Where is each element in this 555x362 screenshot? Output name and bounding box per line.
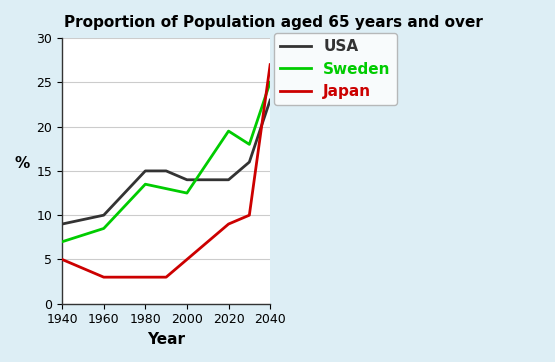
Sweden (59, 240, 65, 244)
Japan (163, 275, 169, 279)
Sweden (100, 226, 107, 231)
Japan (225, 222, 232, 226)
USA (163, 169, 169, 173)
Japan (142, 275, 149, 279)
USA (267, 98, 274, 102)
Japan (59, 257, 65, 262)
Sweden (225, 129, 232, 133)
USA (100, 213, 107, 217)
Sweden (184, 191, 190, 195)
USA (59, 222, 65, 226)
Text: Proportion of Population aged 65 years and over: Proportion of Population aged 65 years a… (64, 15, 483, 30)
Sweden (267, 80, 274, 85)
USA (246, 160, 253, 164)
Sweden (246, 142, 253, 147)
Line: Sweden: Sweden (62, 83, 270, 242)
X-axis label: Year: Year (147, 332, 185, 347)
Line: Japan: Japan (62, 65, 270, 277)
Japan (184, 257, 190, 262)
USA (184, 178, 190, 182)
USA (142, 169, 149, 173)
Japan (100, 275, 107, 279)
Line: USA: USA (62, 100, 270, 224)
Y-axis label: %: % (15, 156, 31, 171)
Japan (267, 63, 274, 67)
Legend: USA, Sweden, Japan: USA, Sweden, Japan (274, 33, 397, 105)
Japan (246, 213, 253, 217)
Sweden (163, 186, 169, 191)
USA (225, 178, 232, 182)
Sweden (142, 182, 149, 186)
